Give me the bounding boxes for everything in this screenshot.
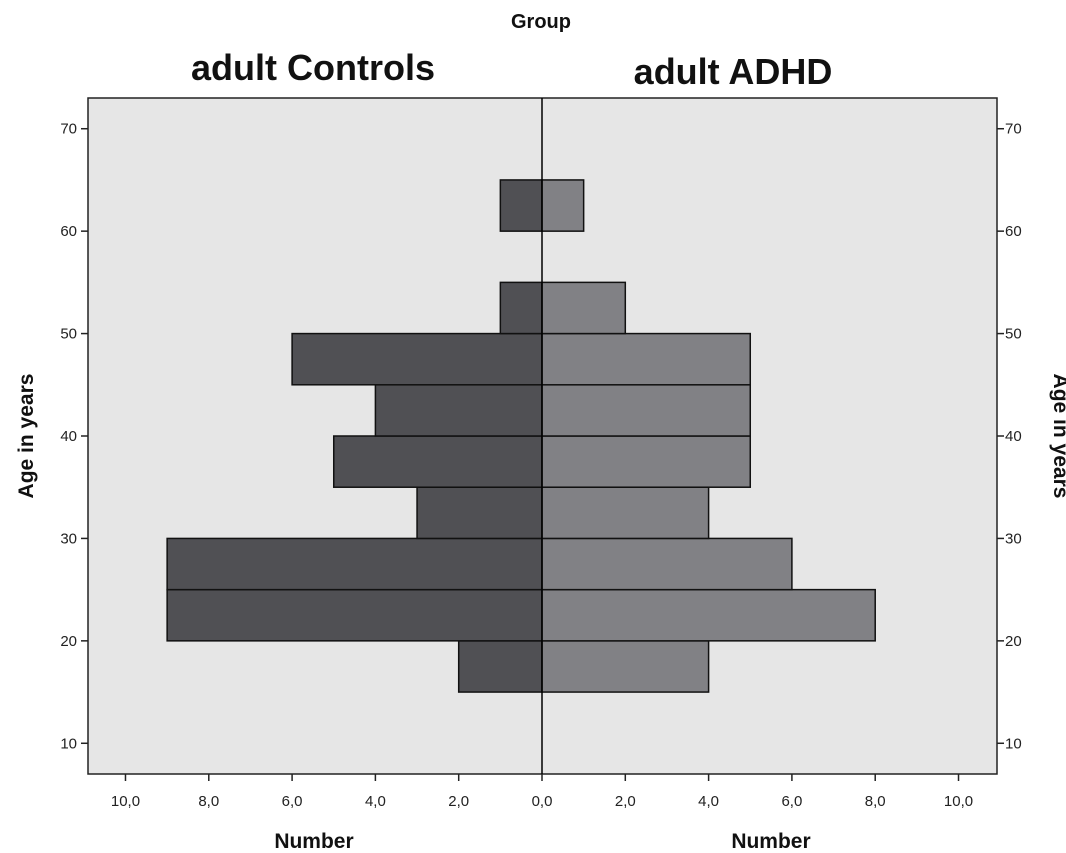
x-axis: 0,0 2,0 2,0 4,0 4,0 6,0 6,0 8,0 8,0 10,0 10,0 <box>111 774 973 810</box>
right-y-axis-title: Age in years <box>1049 374 1066 499</box>
adhd-bar-age-25-30 <box>541 537 793 591</box>
x-tick-label-right: 2,0 <box>615 793 636 810</box>
right-x-axis-title: Number <box>731 830 810 853</box>
y-tick-label-left: 20 <box>60 633 77 650</box>
controls-bar-age-15-20 <box>457 640 543 693</box>
right-y-axis: 10 20 30 40 50 60 70 <box>997 121 1022 752</box>
right-bars <box>541 179 876 693</box>
controls-bar-age-25-30 <box>166 537 543 591</box>
adhd-bar-age-40-45 <box>541 384 752 437</box>
x-tick-label-left: 8,0 <box>198 793 219 810</box>
left-panel-title: adult Controls <box>191 47 435 88</box>
left-y-axis-title: Age in years <box>15 374 38 499</box>
controls-bar-age-20-25 <box>166 588 543 642</box>
right-panel-title: adult ADHD <box>634 51 833 92</box>
left-x-axis-title: Number <box>274 830 353 853</box>
group-label: Group <box>511 11 571 33</box>
y-tick-label-right: 50 <box>1005 326 1022 343</box>
y-tick-label-right: 60 <box>1005 223 1022 240</box>
x-tick-label-left: 6,0 <box>282 793 303 810</box>
y-tick-label-left: 50 <box>60 326 77 343</box>
y-tick-label-left: 10 <box>60 735 77 752</box>
controls-bar-age-40-45 <box>374 384 543 437</box>
adhd-bar-age-50-55 <box>541 281 627 335</box>
y-tick-label-right: 30 <box>1005 530 1022 547</box>
y-tick-label-right: 40 <box>1005 428 1022 445</box>
adhd-bar-age-60-65 <box>541 179 585 232</box>
y-tick-label-left: 30 <box>60 530 77 547</box>
adhd-bar-age-35-40 <box>541 435 752 488</box>
x-tick-label-right: 10,0 <box>944 793 973 810</box>
y-tick-label-left: 70 <box>60 121 77 138</box>
x-tick-label-right: 6,0 <box>781 793 802 810</box>
x-tick-label-left: 2,0 <box>448 793 469 810</box>
controls-bar-age-35-40 <box>332 435 543 488</box>
controls-bar-age-30-35 <box>416 486 543 540</box>
adhd-bar-age-15-20 <box>541 640 710 693</box>
controls-bar-age-50-55 <box>499 281 543 335</box>
adhd-bar-age-30-35 <box>541 486 710 540</box>
adhd-bar-age-45-50 <box>541 332 752 386</box>
y-tick-label-left: 60 <box>60 223 77 240</box>
x-tick-label-right: 8,0 <box>865 793 886 810</box>
y-tick-label-left: 40 <box>60 428 77 445</box>
x-tick-label-left: 10,0 <box>111 793 140 810</box>
y-tick-label-right: 20 <box>1005 633 1022 650</box>
adhd-bar-age-20-25 <box>541 588 876 642</box>
left-y-axis: 10 20 30 40 50 60 70 <box>60 121 88 752</box>
x-tick-label-center: 0,0 <box>532 793 553 810</box>
controls-bar-age-60-65 <box>499 179 543 232</box>
left-bars <box>166 179 543 693</box>
controls-bar-age-45-50 <box>291 332 543 386</box>
y-tick-label-right: 10 <box>1005 735 1022 752</box>
x-tick-label-right: 4,0 <box>698 793 719 810</box>
y-tick-label-right: 70 <box>1005 121 1022 138</box>
x-tick-label-left: 4,0 <box>365 793 386 810</box>
